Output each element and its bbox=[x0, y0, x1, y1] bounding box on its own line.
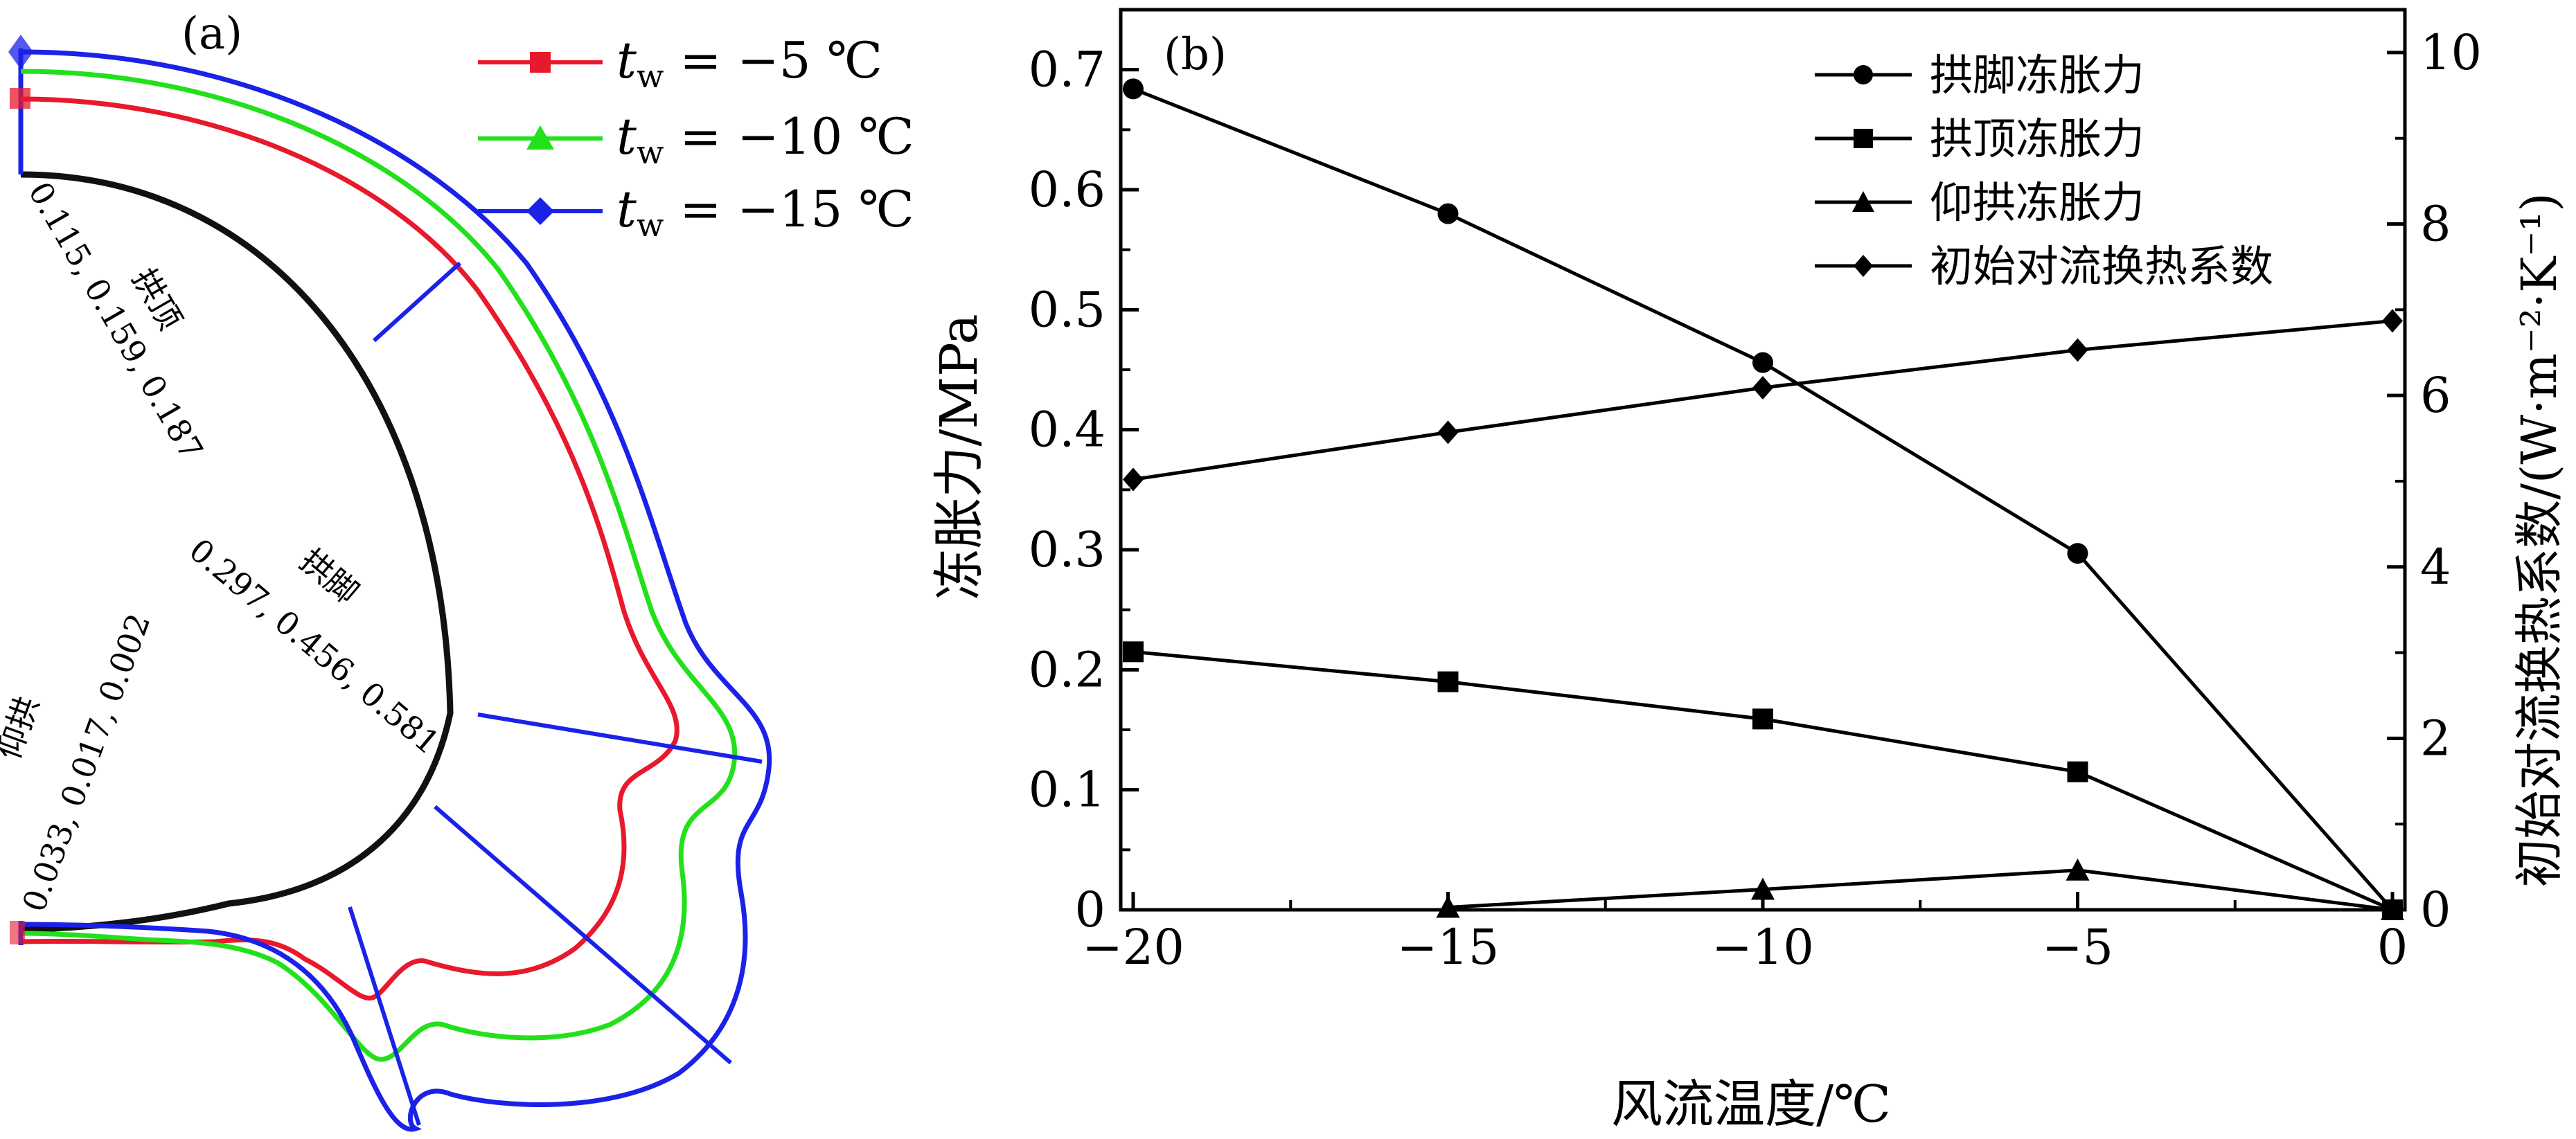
series-line bbox=[1132, 649, 2394, 912]
legend-item-1: 拱脚冻胀力 bbox=[1815, 50, 2144, 100]
panel-a-label: (a) bbox=[181, 8, 242, 60]
series-line bbox=[1132, 319, 2393, 481]
series-layer bbox=[1123, 78, 2404, 920]
foot-radial-line-upper bbox=[477, 712, 763, 764]
data-point-diamond bbox=[1123, 467, 1144, 492]
legend-item-4: 初始对流换热系数 bbox=[1815, 241, 2273, 292]
start-marker-minus-15 bbox=[8, 35, 33, 69]
data-point-triangle bbox=[2381, 898, 2404, 920]
invert-name-annotation: 仰拱 bbox=[0, 692, 46, 764]
data-point-triangle bbox=[2066, 858, 2090, 881]
legend-label-minus-5: tw = −5 ℃ bbox=[616, 31, 882, 95]
legend-item-minus-10: tw = −10 ℃ bbox=[478, 107, 914, 171]
data-point-circle bbox=[2067, 543, 2088, 564]
y-axis-label: 冻胀力/MPa bbox=[930, 314, 989, 600]
data-point-triangle bbox=[1436, 895, 1460, 918]
y-tick-label: 0.5 bbox=[1029, 281, 1105, 338]
data-point-diamond bbox=[2067, 338, 2088, 362]
legend-label-minus-10: tw = −10 ℃ bbox=[616, 107, 914, 171]
series-line bbox=[1448, 868, 2393, 912]
pressure-curve-minus-5 bbox=[20, 96, 679, 1001]
y2-tick-label: 8 bbox=[2420, 196, 2451, 253]
plot-frame bbox=[1119, 8, 2407, 912]
y-tick-label: 0.7 bbox=[1029, 42, 1105, 98]
start-marker-minus-5 bbox=[10, 88, 30, 109]
legend-item-2: 拱顶冻胀力 bbox=[1815, 114, 2144, 164]
y2-axis-label: 初始对流换热系数/(W·m⁻²·K⁻¹) bbox=[2511, 192, 2568, 887]
tunnel-lining-outline bbox=[20, 171, 454, 933]
legend-item-3: 仰拱冻胀力 bbox=[1815, 177, 2144, 228]
data-point-circle bbox=[1123, 78, 1144, 100]
y2-tick-label: 4 bbox=[2420, 539, 2451, 595]
crown-radial-line bbox=[372, 261, 462, 343]
y2-tick-label: 2 bbox=[2420, 710, 2451, 766]
legend-marker-square bbox=[530, 52, 551, 73]
y-tick-label: 0.2 bbox=[1029, 641, 1105, 698]
invert-radial-line bbox=[348, 906, 421, 1126]
legend-item-minus-5: tw = −5 ℃ bbox=[478, 31, 882, 95]
data-point-square bbox=[1123, 641, 1144, 663]
axis-ticks: −20 −15 −10 −5 000.10.20.30.40.50.60.7024681… bbox=[1029, 8, 2482, 976]
foot-radial-line-lower bbox=[434, 805, 732, 1065]
start-marker-bottom bbox=[10, 921, 25, 944]
data-point-triangle bbox=[1751, 877, 1775, 900]
data-point-diamond bbox=[1752, 376, 1773, 400]
y2-tick-label: 10 bbox=[2420, 24, 2482, 81]
y-tick-label: 0 bbox=[1074, 881, 1105, 938]
foot-name-annotation: 拱脚 bbox=[293, 541, 366, 611]
data-point-diamond bbox=[1437, 420, 1459, 445]
data-point-circle bbox=[1752, 352, 1773, 373]
y2-tick-label: 6 bbox=[2420, 367, 2451, 424]
x-tick-label: −15 bbox=[1397, 919, 1500, 976]
legend-marker-diamond bbox=[1854, 255, 1873, 277]
panel-a-freezing-pressure-diagram: (a) tw = −5 ℃ tw = −10 ℃ tw = −15 ℃ 拱顶 0… bbox=[0, 8, 914, 1132]
series-3 bbox=[1436, 858, 2404, 920]
panel-b-label: (b) bbox=[1164, 29, 1227, 80]
legend-label: 拱脚冻胀力 bbox=[1930, 50, 2144, 100]
y-tick-label: 0.1 bbox=[1029, 762, 1105, 818]
invert-values-annotation: 0.033, 0.017, 0.002 bbox=[15, 609, 158, 917]
series-1 bbox=[1123, 78, 2403, 920]
data-point-square bbox=[1752, 708, 1773, 730]
y-tick-label: 0.3 bbox=[1029, 521, 1105, 578]
legend-item-minus-15: tw = −15 ℃ bbox=[478, 180, 914, 244]
y-tick-label: 0.4 bbox=[1029, 402, 1105, 458]
series-line bbox=[1132, 87, 2394, 911]
x-axis-label: 风流温度/℃ bbox=[1611, 1075, 1891, 1134]
data-point-square bbox=[2067, 761, 2088, 782]
legend-marker-triangle bbox=[1852, 191, 1874, 212]
series-4 bbox=[1123, 309, 2403, 492]
x-tick-label: −5 bbox=[2042, 919, 2113, 976]
y-tick-label: 0.6 bbox=[1029, 161, 1105, 218]
legend-label-minus-15: tw = −15 ℃ bbox=[616, 180, 914, 244]
x-tick-label: −20 bbox=[1082, 919, 1184, 976]
x-tick-label: −10 bbox=[1712, 919, 1814, 976]
legend-marker-circle bbox=[1854, 65, 1873, 84]
data-point-circle bbox=[1437, 203, 1459, 224]
legend-label: 仰拱冻胀力 bbox=[1930, 177, 2144, 228]
legend-marker-square bbox=[1854, 129, 1873, 148]
legend-label: 拱顶冻胀力 bbox=[1930, 114, 2144, 164]
pressure-curve-minus-15 bbox=[20, 49, 772, 1132]
y2-tick-label: 0 bbox=[2420, 881, 2451, 938]
legend-marker-triangle bbox=[526, 125, 554, 150]
legend-label: 初始对流换热系数 bbox=[1930, 241, 2273, 292]
x-tick-label: 0 bbox=[2377, 919, 2408, 976]
data-point-diamond bbox=[2382, 309, 2403, 333]
panel-b-line-chart: −20 −15 −10 −5 000.10.20.30.40.50.60.7024681… bbox=[930, 8, 2568, 1134]
panel-a-legend: tw = −5 ℃ tw = −10 ℃ tw = −15 ℃ bbox=[478, 31, 914, 244]
legend-marker-diamond bbox=[526, 197, 554, 225]
pressure-curve-minus-10 bbox=[20, 69, 738, 1062]
data-point-square bbox=[1437, 671, 1459, 692]
